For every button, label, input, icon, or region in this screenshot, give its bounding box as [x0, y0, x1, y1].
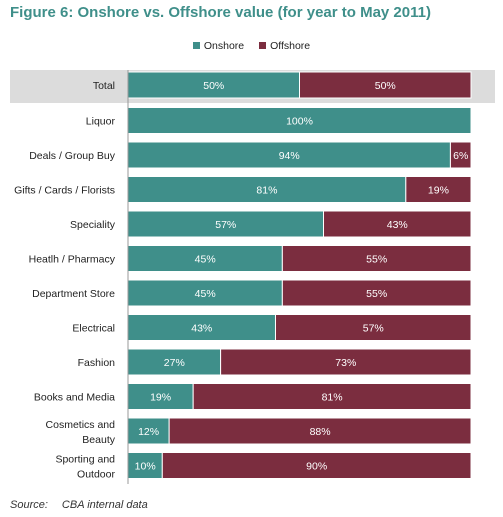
bar-onshore-sporting-and-outdoor [127, 452, 163, 479]
legend-entry-onshore: Onshore [192, 40, 245, 52]
category-label-books-and-media: Books and Media [34, 392, 115, 404]
source-text: CBA internal data [61, 499, 148, 511]
bar-onshore-total [127, 71, 300, 99]
data-label-offshore-gifts-cards-florists: 19% [428, 185, 449, 197]
data-label-offshore-books-and-media: 81% [322, 392, 343, 404]
bar-offshore-cosmetics-and-beauty [168, 417, 472, 445]
source-label: Source: [10, 499, 48, 511]
data-label-onshore-fashion: 27% [164, 357, 185, 369]
legend-swatch-offshore [259, 42, 267, 49]
category-label-total: Total [93, 80, 115, 92]
category-label-liquor: Liquor [86, 116, 116, 128]
data-label-onshore-heatlh-pharmacy: 45% [195, 254, 216, 266]
bar-offshore-total [299, 71, 472, 99]
category-label-gifts-cards-florists: Gifts / Cards / Florists [14, 185, 115, 197]
category-label-heatlh-pharmacy: Heatlh / Pharmacy [29, 254, 116, 266]
data-label-onshore-total: 50% [203, 80, 224, 92]
bar-onshore-cosmetics-and-beauty [127, 417, 170, 445]
data-label-offshore-department-store: 55% [366, 288, 387, 300]
bar-offshore-books-and-media [192, 383, 472, 410]
category-label-electrical: Electrical [72, 323, 115, 335]
data-label-offshore-heatlh-pharmacy: 55% [366, 254, 387, 266]
data-label-offshore-sporting-and-outdoor: 90% [306, 461, 327, 473]
data-label-onshore-deals-group-buy: 94% [279, 150, 300, 162]
data-label-offshore-fashion: 73% [335, 357, 356, 369]
category-label-speciality: Speciality [70, 219, 116, 231]
legend-label-offshore: Offshore [270, 40, 311, 52]
data-label-offshore-deals-group-buy: 6% [453, 150, 468, 162]
chart-title: Figure 6: Onshore vs. Offshore value (fo… [10, 4, 431, 21]
data-label-onshore-speciality: 57% [215, 219, 236, 231]
legend-swatch-onshore [192, 42, 200, 49]
bar-offshore-speciality [323, 210, 472, 238]
data-label-onshore-liquor: 100% [286, 116, 313, 128]
category-label-sporting-and-outdoor: Sporting and Outdoor [55, 454, 115, 481]
category-label-deals-group-buy: Deals / Group Buy [29, 150, 116, 162]
bar-onshore-liquor [127, 107, 472, 134]
bar-onshore-fashion [127, 348, 222, 376]
data-label-onshore-department-store: 45% [195, 288, 216, 300]
bar-offshore-electrical [274, 314, 472, 341]
data-label-onshore-books-and-media: 19% [150, 392, 171, 404]
data-label-onshore-cosmetics-and-beauty: 12% [138, 426, 159, 438]
bar-onshore-electrical [127, 314, 276, 341]
data-label-offshore-electrical: 57% [363, 323, 384, 335]
legend-entry-offshore: Offshore [259, 40, 310, 52]
category-label-department-store: Department Store [32, 288, 115, 300]
category-label-fashion: Fashion [78, 357, 116, 369]
data-label-onshore-sporting-and-outdoor: 10% [135, 461, 156, 473]
legend-label-onshore: Onshore [203, 40, 245, 52]
bar-offshore-department-store [281, 279, 472, 307]
data-label-offshore-cosmetics-and-beauty: 88% [310, 426, 331, 438]
bar-offshore-sporting-and-outdoor [161, 452, 472, 479]
legend: Onshore Offshore [0, 40, 503, 52]
bar-offshore-heatlh-pharmacy [281, 245, 472, 272]
source-note: Source: CBA internal data [10, 499, 148, 511]
bar-offshore-deals-group-buy [449, 141, 472, 169]
bar-offshore-gifts-cards-florists [405, 176, 472, 203]
data-label-offshore-total: 50% [375, 80, 396, 92]
bar-offshore-fashion [220, 348, 472, 376]
data-label-onshore-electrical: 43% [191, 323, 212, 335]
category-label-cosmetics-and-beauty: Cosmetics and Beauty [46, 419, 116, 446]
data-label-onshore-gifts-cards-florists: 81% [256, 185, 277, 197]
data-label-offshore-speciality: 43% [387, 219, 408, 231]
stacked-bar-chart: Total 50% 50% Liquor 100% Deals / Group Buy 94… [10, 70, 495, 484]
